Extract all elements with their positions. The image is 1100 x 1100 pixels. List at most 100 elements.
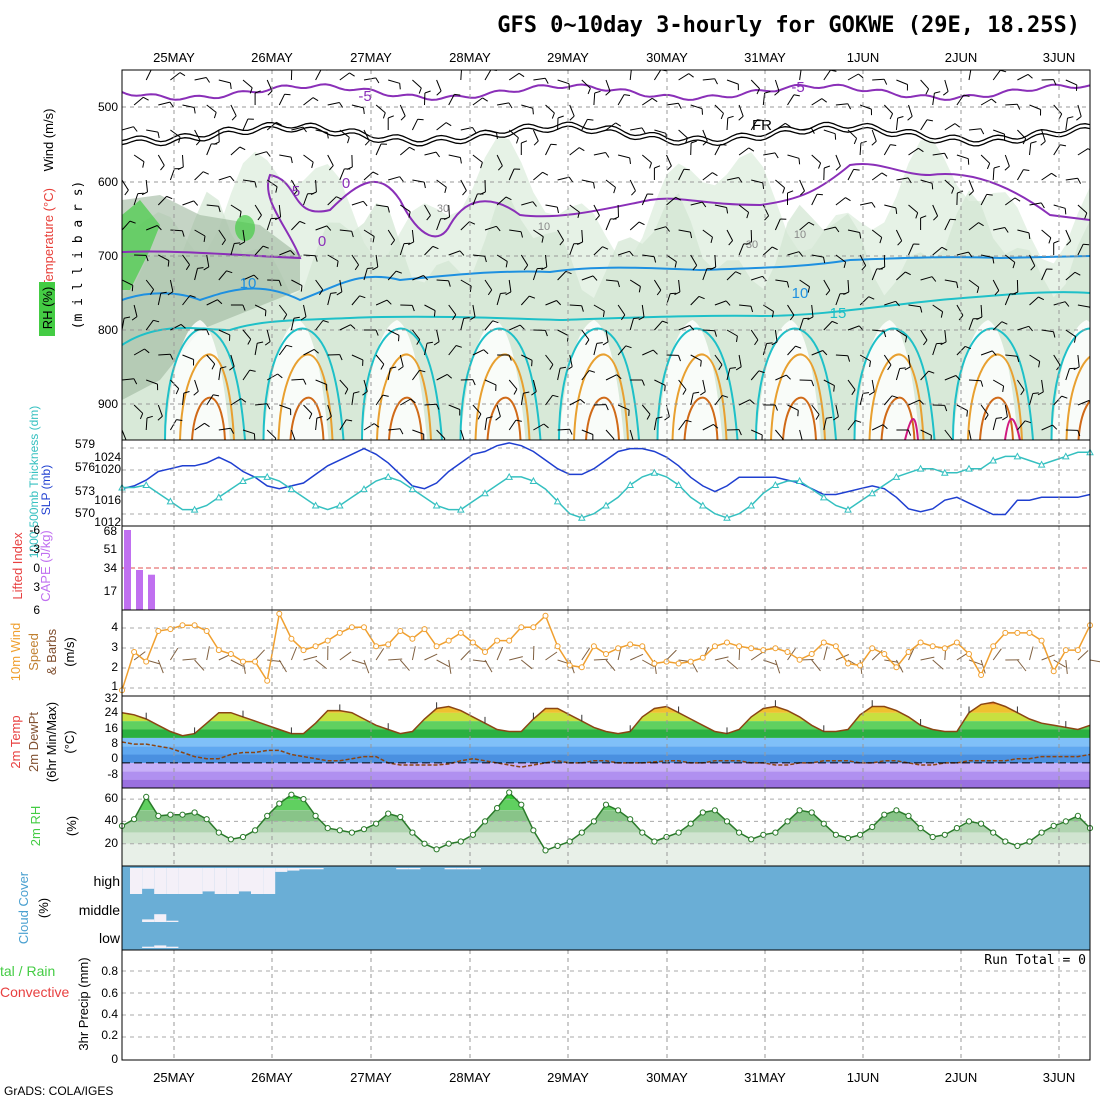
wind-barb-flag (956, 282, 959, 289)
wind-barb (315, 320, 324, 331)
wind-barb (835, 254, 846, 263)
wind10m-barb (278, 659, 287, 673)
wind-barb (218, 427, 231, 431)
wind-barb (254, 245, 264, 256)
wind-barb-flag (239, 241, 245, 246)
wind-barb (218, 329, 231, 336)
wind-barb (278, 204, 282, 217)
wind-barb-flag (399, 83, 401, 90)
wind-barb-flag (1073, 366, 1080, 371)
contour-20 (1050, 327, 1090, 440)
contour-label: 10 (792, 285, 809, 302)
wind-barb (157, 404, 163, 417)
wind-barb (436, 429, 446, 439)
wind-barb-flag (833, 416, 839, 421)
wind-barb-flag (831, 320, 838, 325)
wind-barb-flag (700, 391, 706, 396)
wind-barb-flag (646, 413, 651, 420)
wind-barb (1089, 430, 1090, 431)
wind-barb-flag (824, 165, 831, 169)
wind-barb (581, 329, 590, 340)
rh2m-point (736, 829, 743, 836)
wind-barb (532, 268, 538, 281)
cloud-middle-label: middle (79, 902, 120, 918)
wind-barb (750, 329, 759, 341)
contour-label: -5 (358, 88, 371, 105)
wind-barb (823, 279, 831, 291)
wind-barb-flag (928, 370, 935, 374)
wind-barb (387, 368, 391, 381)
wind-barb-flag (336, 291, 343, 296)
wind-barb-flag (160, 291, 167, 294)
wind-barb-flag (871, 140, 877, 146)
wind10m-barb (920, 656, 935, 661)
wind-barb (847, 169, 855, 181)
wind-barb (956, 404, 968, 412)
wind-barb-flag (1064, 301, 1070, 307)
wind-barb (895, 368, 901, 381)
wind-barb-flag (797, 410, 799, 417)
wind-barb-flag (218, 206, 221, 213)
wind-barb (569, 104, 575, 117)
wind-barb-flag (229, 175, 235, 182)
wind-barb-flag (169, 353, 174, 360)
cape-label: CAPE (J/kg) (38, 530, 53, 602)
wind-barb (992, 321, 1003, 331)
wind10m-barb (472, 659, 487, 663)
wind-barb (569, 304, 582, 307)
wind-barb-flag (326, 225, 332, 231)
wind-barb (750, 119, 758, 131)
wind-barb-flag (764, 91, 771, 94)
wind-barb (690, 393, 694, 406)
wind-barb-flag (1051, 172, 1057, 178)
wind-barb (375, 104, 386, 114)
wind-barb-flag (189, 295, 196, 298)
wind-barb (678, 325, 690, 331)
wind-barb (738, 204, 749, 213)
wind-barb (811, 98, 823, 106)
wind-barb-flag (336, 196, 343, 200)
wind-barb (399, 104, 406, 117)
wind-barb (847, 325, 860, 331)
rh2m-point (457, 838, 464, 845)
wind-barb (484, 70, 492, 81)
wind-barb-flag (277, 373, 283, 379)
wind-barb-flag (433, 310, 436, 317)
wind-barb-flag (424, 90, 431, 94)
wind-barb-flag (433, 341, 440, 346)
wind-barb-flag (656, 289, 662, 296)
wind-barb (883, 144, 891, 156)
wind-barb (932, 343, 937, 356)
wind-barb-flag (462, 66, 468, 68)
rh-band (122, 843, 1090, 866)
wind-barb (690, 354, 702, 362)
wind-barb (1065, 368, 1070, 381)
rh2m-point (494, 805, 501, 812)
date-label-top: 26MAY (251, 50, 293, 65)
thickness-marker (529, 476, 538, 484)
wind-barb-flag (409, 146, 416, 151)
wind-barb (182, 393, 185, 406)
cloud-high-bar (202, 868, 215, 892)
temperature-label: Temperature (°C) (41, 188, 56, 288)
wind-barb (557, 428, 570, 431)
wind-barb-flag (818, 162, 822, 169)
wind10m-barb (303, 655, 318, 661)
wind-barb-flag (834, 226, 840, 233)
wind-barb (327, 196, 337, 206)
thickness-marker (1061, 452, 1070, 460)
wind-barb-flag (853, 138, 858, 145)
wind-barb (726, 271, 736, 281)
wind-barb-flag (521, 140, 528, 144)
wind-barb-flag (986, 163, 991, 170)
wind-barb (968, 279, 979, 288)
rh2m-point (348, 829, 355, 836)
precip-tick: 0 (111, 1052, 118, 1066)
wind-barb-flag (1028, 232, 1031, 239)
contour-35 (1004, 418, 1021, 440)
wind-barb-flag (505, 196, 512, 201)
wind-barb-flag (963, 94, 970, 97)
wind10m-point (869, 645, 876, 652)
wind-barb (545, 395, 554, 406)
wind10m-barb (363, 659, 370, 674)
